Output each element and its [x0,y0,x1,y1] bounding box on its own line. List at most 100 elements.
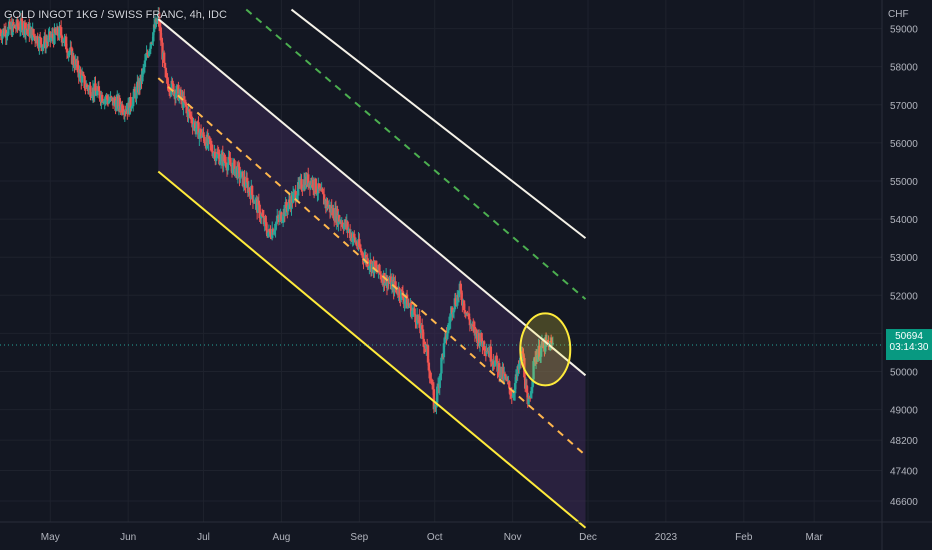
candle-body [359,248,363,253]
candle-body [383,273,386,286]
x-tick-label: Dec [579,532,597,543]
candle-body [550,341,554,345]
candle-body [281,221,284,223]
candle-body [228,156,231,160]
candle-body [38,36,41,48]
candle-body [276,216,280,218]
x-tick-label: Aug [273,532,291,543]
candle-body [41,46,44,50]
candle-body [183,96,186,102]
y-tick-label: 55000 [890,177,918,188]
upper-solid-trendline[interactable] [290,8,587,239]
candle-body [449,313,452,322]
candle-body [1,32,4,39]
candle-body [69,47,72,53]
candle-body [269,231,272,237]
candle-body [300,179,303,190]
candle-body [233,160,236,176]
candle-body [272,231,276,235]
candle-body [121,104,124,113]
candle-body [485,350,488,354]
candle-body [60,35,64,43]
candle-body [207,136,210,144]
candle-body [187,109,190,118]
candle-body [109,96,112,101]
candle-body [150,42,153,44]
candle-body [21,21,24,33]
candle-body [475,329,478,335]
candle-body [514,374,518,384]
candle-body [185,106,188,109]
candle-body [307,174,310,187]
candle-body [245,178,249,183]
candle-body [59,27,63,36]
candle-body [536,355,539,362]
candle-body [443,337,446,344]
highlight-circle[interactable] [519,312,572,387]
candle-body [189,116,193,118]
channel-mid-dashed-line[interactable] [157,77,587,457]
candle-body [411,310,415,312]
candle-body [161,42,164,60]
candle-body [467,313,471,320]
candle-body [76,60,80,73]
candle-body [56,27,59,36]
channel-upper-line[interactable] [157,18,587,377]
candle-body [462,300,466,311]
upper-dashed-trendline[interactable] [245,8,587,300]
last-price-value: 50694 [895,331,923,342]
candle-body [451,312,455,315]
candle-body [353,233,356,238]
candle-body [159,27,163,41]
bar-countdown: 03:14:30 [889,342,929,353]
symbol-title[interactable]: GOLD INGOT 1KG / SWISS FRANC, 4h, IDC [4,9,227,21]
candle-body [226,163,230,171]
candle-body [421,329,425,339]
candle-body [527,397,530,405]
candle-body [39,37,43,45]
candle-body [54,28,57,33]
candle-body [546,340,549,344]
candle-body [65,49,69,53]
candle-body [124,111,127,113]
candle-body [14,28,18,30]
candle-body [407,303,410,306]
channel-lower-line[interactable] [157,170,587,529]
x-tick-label: Oct [427,532,443,543]
candle-body [146,52,149,55]
candle-body [414,314,417,323]
candle-body [440,357,443,374]
candle-body [285,202,288,208]
candle-body [89,85,92,97]
candle-body [511,396,514,398]
candle-body [442,343,446,358]
candle-body [175,85,178,94]
candle-body [160,40,163,43]
candle-body [472,324,475,327]
candle-body [529,391,533,398]
candle-body [218,154,221,165]
candle-body [504,376,508,381]
candle-body [428,370,431,379]
candle-body [84,88,87,90]
candle-body [315,192,318,195]
candle-body [278,214,281,220]
candle-body [288,199,292,203]
candle-body [135,86,138,99]
candle-body [296,182,300,196]
candle-body [257,200,261,205]
candle-body [190,116,194,123]
candle-body [144,57,147,61]
time-axis[interactable]: May Jun Jul Aug Sep Oct Nov Dec 2023 Feb Mar [0,521,932,543]
candle-body [188,109,191,112]
candle-body [212,153,215,157]
candle-body [46,41,49,43]
candle-body [215,152,219,159]
candle-body [59,26,62,28]
candle-body [64,36,68,50]
candle-body [115,100,118,111]
candle-body [182,96,185,108]
candle-body [403,301,406,304]
candle-body [532,361,535,380]
